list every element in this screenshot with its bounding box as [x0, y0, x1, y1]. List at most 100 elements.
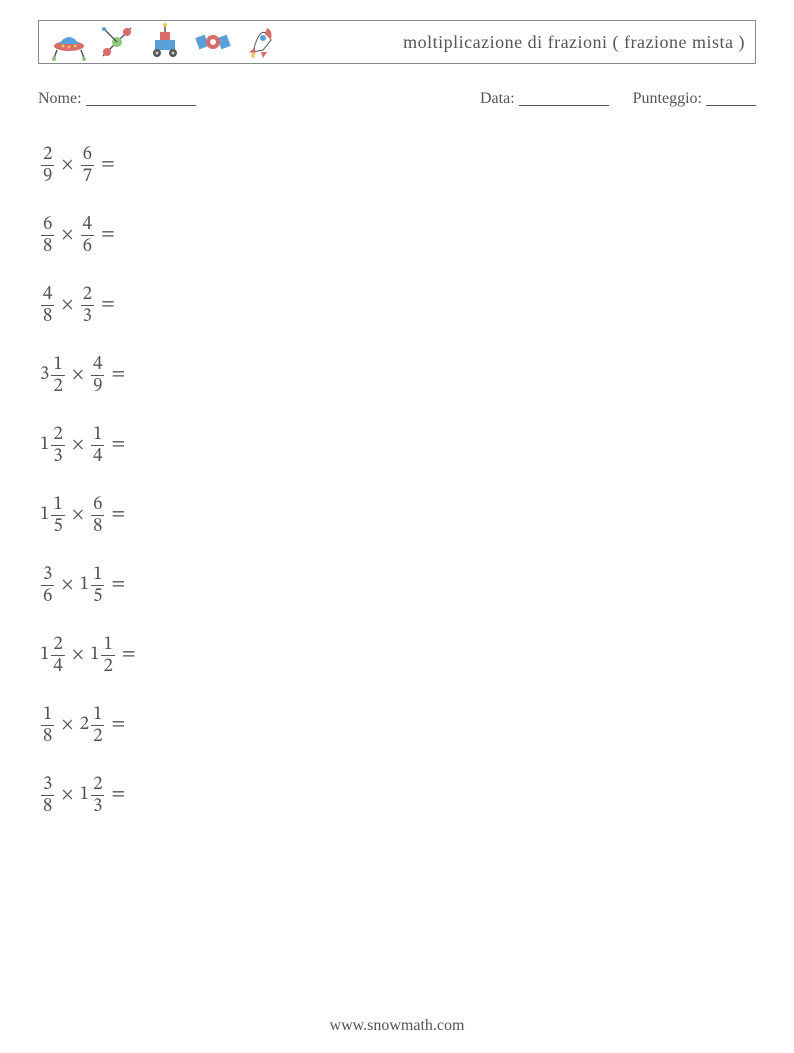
mixed-whole: 1	[40, 433, 50, 457]
fraction: 48	[41, 285, 54, 326]
mixed-whole: 2	[80, 713, 90, 737]
multiply-operator: ×	[55, 225, 79, 246]
equals-sign: =	[116, 643, 136, 667]
numerator: 1	[51, 355, 64, 375]
worksheet-title: moltiplicazione di frazioni ( frazione m…	[403, 32, 745, 53]
problem-row: 115×68 =	[40, 480, 340, 550]
score-field: Punteggio:	[633, 90, 756, 108]
mixed-whole: 1	[40, 503, 50, 527]
fraction: 23	[91, 775, 104, 816]
numerator: 2	[81, 285, 94, 305]
problem-row: 48×23 =	[40, 270, 340, 340]
header-icons	[49, 22, 281, 62]
multiply-operator: ×	[55, 295, 79, 316]
info-row: Nome: Data: Punteggio:	[38, 90, 756, 108]
multiply-operator: ×	[66, 365, 90, 386]
numerator: 6	[81, 145, 94, 165]
footer-url: www.snowmath.com	[0, 1017, 794, 1035]
multiply-operator: ×	[55, 575, 79, 596]
date-field: Data:	[480, 90, 609, 108]
denominator: 9	[41, 165, 54, 186]
mixed-whole: 1	[80, 573, 90, 597]
multiply-operator: ×	[66, 645, 90, 666]
denominator: 9	[91, 375, 104, 396]
multiply-operator: ×	[66, 435, 90, 456]
numerator: 4	[91, 355, 104, 375]
equals-sign: =	[105, 363, 125, 387]
numerator: 1	[91, 565, 104, 585]
numerator: 1	[51, 495, 64, 515]
fraction: 24	[51, 635, 64, 676]
ufo-icon	[49, 22, 89, 62]
problem-row: 124×112 =	[40, 620, 340, 690]
module-icon	[193, 22, 233, 62]
numerator: 1	[41, 705, 54, 725]
fraction: 14	[91, 425, 104, 466]
equals-sign: =	[105, 783, 125, 807]
denominator: 7	[81, 165, 94, 186]
problem-row: 36×115 =	[40, 550, 340, 620]
numerator: 1	[91, 705, 104, 725]
denominator: 8	[41, 725, 54, 746]
score-blank[interactable]	[706, 105, 756, 106]
mixed-whole: 1	[40, 643, 50, 667]
numerator: 6	[41, 215, 54, 235]
denominator: 8	[41, 305, 54, 326]
fraction: 36	[41, 565, 54, 606]
fraction: 12	[101, 635, 114, 676]
name-field: Nome:	[38, 90, 480, 108]
date-label: Data:	[480, 90, 515, 107]
numerator: 2	[51, 635, 64, 655]
fraction: 18	[41, 705, 54, 746]
rover-icon	[145, 22, 185, 62]
multiply-operator: ×	[55, 155, 79, 176]
denominator: 3	[81, 305, 94, 326]
date-blank[interactable]	[519, 105, 609, 106]
equals-sign: =	[95, 223, 115, 247]
fraction: 15	[51, 495, 64, 536]
numerator: 1	[101, 635, 114, 655]
name-label: Nome:	[38, 90, 82, 107]
fraction: 29	[41, 145, 54, 186]
fraction: 15	[91, 565, 104, 606]
problem-row: 68×46 =	[40, 200, 340, 270]
multiply-operator: ×	[55, 785, 79, 806]
equals-sign: =	[105, 713, 125, 737]
denominator: 6	[81, 235, 94, 256]
fraction: 46	[81, 215, 94, 256]
numerator: 3	[41, 775, 54, 795]
denominator: 6	[41, 585, 54, 606]
problem-row: 18×212 =	[40, 690, 340, 760]
numerator: 2	[41, 145, 54, 165]
satellite-icon	[97, 22, 137, 62]
fraction: 68	[41, 215, 54, 256]
name-blank[interactable]	[86, 105, 196, 106]
rocket-icon	[241, 22, 281, 62]
problems-list: 29×67 =68×46 =48×23 =312×49 =123×14 =115…	[40, 130, 340, 830]
numerator: 2	[51, 425, 64, 445]
numerator: 4	[81, 215, 94, 235]
equals-sign: =	[95, 293, 115, 317]
mixed-whole: 1	[90, 643, 100, 667]
multiply-operator: ×	[66, 505, 90, 526]
denominator: 2	[101, 655, 114, 676]
equals-sign: =	[95, 153, 115, 177]
problem-row: 123×14 =	[40, 410, 340, 480]
numerator: 1	[91, 425, 104, 445]
problem-row: 29×67 =	[40, 130, 340, 200]
denominator: 4	[91, 445, 104, 466]
numerator: 2	[91, 775, 104, 795]
equals-sign: =	[105, 503, 125, 527]
numerator: 6	[91, 495, 104, 515]
score-label: Punteggio:	[633, 90, 702, 107]
numerator: 3	[41, 565, 54, 585]
denominator: 8	[91, 515, 104, 536]
problem-row: 38×123 =	[40, 760, 340, 830]
numerator: 4	[41, 285, 54, 305]
fraction: 67	[81, 145, 94, 186]
denominator: 4	[51, 655, 64, 676]
denominator: 3	[51, 445, 64, 466]
fraction: 12	[91, 705, 104, 746]
worksheet-page: moltiplicazione di frazioni ( frazione m…	[0, 0, 794, 1053]
denominator: 8	[41, 235, 54, 256]
